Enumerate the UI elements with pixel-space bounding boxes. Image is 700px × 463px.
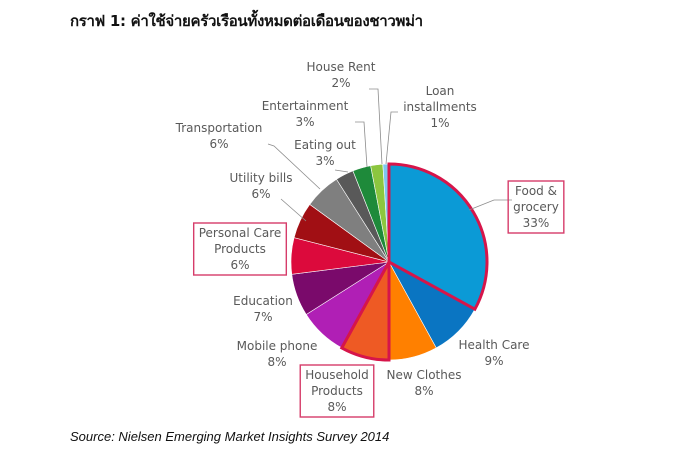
highlight-outline (387, 162, 489, 312)
leader-line (385, 111, 398, 165)
slice-labels: Food & grocery 33% Health Care 9%New Clothes… (175, 60, 565, 418)
slice-label: Food & grocery 33% (507, 180, 565, 234)
chart-title: กราฟ 1: ค่าใช้จ่ายครัวเรือนทั้งหมดต่อเดื… (70, 12, 423, 30)
leader-lines (267, 88, 512, 222)
slice-label: Utility bills 6% (230, 171, 293, 201)
leader-line (369, 88, 383, 165)
slice-label: Education 7% (233, 294, 293, 324)
highlight-box (192, 222, 288, 276)
slice-label: Loan installments 1% (403, 84, 477, 130)
slice-label: House Rent 2% (307, 60, 376, 90)
slice-label: Household Products 8% (299, 364, 375, 418)
slice-label: Eating out 3% (294, 138, 356, 168)
slice-label: Health Care 9% (458, 338, 529, 368)
leader-line (355, 121, 368, 168)
highlight-box (507, 180, 565, 234)
pie-slices (290, 162, 489, 362)
leader-line (267, 143, 321, 190)
source-note: Source: Nielsen Emerging Market Insights… (70, 429, 390, 444)
slice-label: Mobile phone 8% (237, 339, 318, 369)
leader-line (334, 169, 349, 173)
slice-label: New Clothes 8% (387, 368, 462, 398)
slice-label: Transportation 6% (175, 121, 263, 151)
highlight-outline (339, 261, 391, 362)
slice-label: Entertainment 3% (262, 99, 349, 129)
highlight-box (299, 364, 375, 418)
slice-label: Personal Care Products 6% (192, 222, 288, 276)
leader-line (468, 199, 512, 211)
leader-line (280, 198, 307, 222)
